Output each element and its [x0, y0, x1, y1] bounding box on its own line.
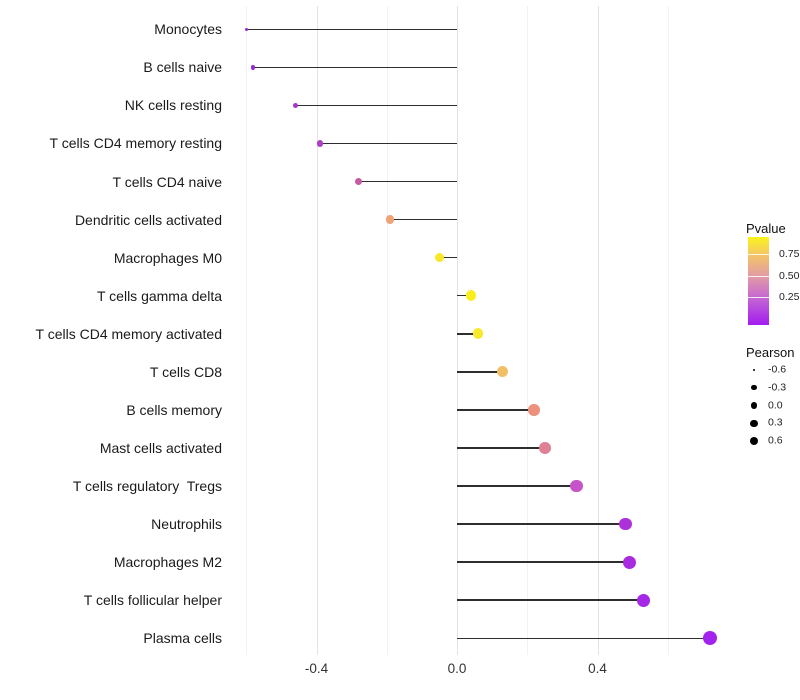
- pearson-legend-label: -0.6: [768, 363, 787, 376]
- y-axis-label: T cells follicular helper: [83, 592, 222, 609]
- pvalue-colorbar-gradient: [748, 237, 769, 325]
- lollipop-stem: [457, 523, 626, 525]
- pearson-legend-dot: [750, 419, 758, 428]
- lollipop-stem: [358, 180, 457, 183]
- y-axis-label: NK cells resting: [124, 97, 222, 114]
- x-grid-minor: [667, 6, 669, 655]
- lollipop-stem: [457, 409, 535, 411]
- pearson-legend-entry: 0.3: [746, 414, 800, 432]
- pearson-legend-dot: [750, 402, 758, 409]
- lollipop-dot: [354, 177, 363, 186]
- pearson-legend-entry: 0.6: [746, 432, 800, 450]
- y-axis-label: Neutrophils: [151, 516, 222, 533]
- pearson-legend-dot: [752, 368, 756, 372]
- pearson-legend: Pearson -0.6 -0.3 0.0 0.3 0.6: [746, 345, 800, 446]
- lollipop-dot: [465, 290, 477, 301]
- pearson-legend-dotbox: [746, 361, 762, 379]
- x-tick-label: -0.4: [304, 661, 329, 676]
- y-axis-label: T cells CD4 naive: [112, 173, 222, 190]
- pvalue-legend-title: Pvalue: [746, 221, 786, 236]
- lollipop-dot: [570, 479, 583, 493]
- lollipop-stem: [457, 371, 503, 373]
- y-axis-label: T cells CD4 memory activated: [35, 325, 222, 342]
- lollipop-dot: [434, 252, 445, 263]
- pvalue-tick-label: 0.50: [779, 270, 800, 283]
- lollipop-stem: [457, 561, 630, 563]
- y-axis-label: Macrophages M2: [113, 554, 222, 571]
- y-axis-label: T cells gamma delta: [96, 287, 222, 304]
- lollipop-stem: [439, 256, 457, 259]
- lollipop-stem: [457, 447, 545, 449]
- x-tick-label: 0.0: [447, 661, 467, 676]
- lollipop-stem: [253, 66, 457, 69]
- pearson-legend-dotbox: [746, 414, 762, 432]
- pearson-legend-dotbox: [746, 397, 762, 415]
- lollipop-dot: [636, 593, 650, 607]
- x-grid-minor: [386, 6, 388, 655]
- lollipop-stem: [457, 599, 644, 601]
- pearson-legend-dot: [749, 436, 759, 446]
- y-axis-label: B cells memory: [126, 401, 222, 418]
- x-grid-major: [457, 6, 458, 655]
- lollipop-stem: [457, 333, 479, 335]
- lollipop-dot: [292, 102, 299, 109]
- y-axis-label: Macrophages M0: [113, 249, 222, 266]
- pearson-legend-entry: -0.6: [746, 361, 800, 379]
- lollipop-stem: [246, 28, 457, 31]
- y-axis-label: Dendritic cells activated: [74, 211, 222, 228]
- x-grid-major: [316, 6, 318, 655]
- lollipop-dot: [244, 27, 248, 31]
- lollipop-stem: [390, 218, 457, 221]
- lollipop-stem: [457, 485, 577, 487]
- pearson-legend-label: 0.6: [768, 434, 783, 447]
- pearson-legend-label: 0.3: [768, 416, 783, 429]
- lollipop-dot: [528, 404, 541, 416]
- lollipop-dot: [497, 366, 509, 378]
- y-axis-label: Mast cells activated: [99, 439, 222, 456]
- pearson-legend-title: Pearson: [746, 345, 795, 360]
- y-axis-label: T cells regulatory Tregs: [72, 478, 222, 495]
- lollipop-dot: [472, 328, 484, 340]
- lollipop-dot: [622, 555, 636, 569]
- lollipop-stem: [457, 294, 472, 297]
- pearson-legend-dotbox: [746, 379, 762, 397]
- pvalue-tick-label: 0.25: [779, 291, 800, 304]
- x-grid-major: [597, 6, 599, 655]
- y-axis-label: Plasma cells: [143, 630, 222, 647]
- y-axis-label: Monocytes: [154, 21, 222, 38]
- lollipop-dot: [619, 517, 632, 531]
- lollipop-dot: [538, 442, 551, 454]
- lollipop-stem: [320, 142, 457, 145]
- pearson-legend-label: -0.3: [768, 381, 787, 394]
- lollipop-stem: [457, 637, 710, 639]
- pearson-legend-label: 0.0: [768, 399, 783, 412]
- pvalue-colorbar-tick: [748, 275, 769, 277]
- pearson-legend-dot: [751, 385, 757, 391]
- y-axis-label: T cells CD4 memory resting: [49, 135, 222, 152]
- lollipop-stem: [295, 104, 457, 107]
- lollipop-dot: [386, 215, 395, 224]
- y-axis-label: T cells CD8: [149, 363, 222, 380]
- x-tick-label: 0.4: [588, 661, 607, 676]
- pvalue-colorbar-tick: [748, 253, 769, 255]
- lollipop-dot: [702, 631, 718, 646]
- pearson-legend-entry: 0.0: [746, 397, 800, 415]
- lollipop-dot: [251, 65, 256, 70]
- pvalue-colorbar-tick: [748, 296, 769, 298]
- pearson-legend-entry: -0.3: [746, 379, 800, 397]
- lollipop-dot: [316, 140, 324, 147]
- x-grid-minor: [246, 6, 248, 655]
- y-axis-label: B cells naive: [143, 59, 222, 76]
- x-grid-minor: [527, 6, 529, 655]
- pvalue-tick-label: 0.75: [779, 248, 800, 261]
- pvalue-legend: Pvalue 0.75 0.50 0.25: [746, 221, 800, 325]
- pvalue-colorbar: 0.75 0.50 0.25: [748, 237, 799, 325]
- pearson-legend-dotbox: [746, 432, 762, 450]
